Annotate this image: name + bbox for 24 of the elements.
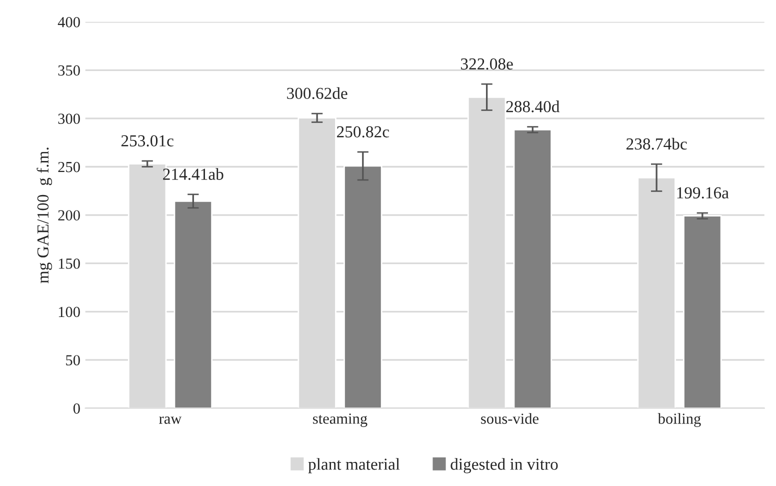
data-label: 214.41ab bbox=[163, 168, 224, 180]
data-label: 253.01c bbox=[121, 135, 174, 147]
data-label: 322.08e bbox=[461, 58, 513, 70]
x-tick-label: raw bbox=[159, 416, 182, 424]
data-label: 300.62de bbox=[287, 87, 348, 100]
y-tick-label: 400 bbox=[58, 17, 80, 28]
x-tick-label: sous-vide bbox=[481, 413, 538, 424]
legend-label: digested in vitro bbox=[450, 458, 558, 474]
x-tick-label: steaming bbox=[313, 414, 368, 427]
y-tick-label: 100 bbox=[58, 306, 80, 318]
y-tick-label: 200 bbox=[58, 210, 80, 221]
data-label: 250.82c bbox=[337, 126, 390, 138]
y-tick-label: 300 bbox=[58, 114, 80, 124]
y-tick-label: 350 bbox=[58, 65, 80, 76]
y-tick-label: 0 bbox=[73, 403, 80, 414]
y-tick-label: 250 bbox=[58, 162, 80, 172]
y-axis-title: mg GAE/100 g f.m. bbox=[36, 148, 52, 284]
data-label: 288.40d bbox=[506, 100, 560, 112]
y-tick-label: 150 bbox=[58, 258, 80, 269]
legend-label: plant material bbox=[308, 458, 400, 474]
data-label: 238.74bc bbox=[626, 138, 687, 150]
x-tick-label: boiling bbox=[658, 413, 701, 427]
y-tick-label: 50 bbox=[66, 355, 80, 366]
data-label: 199.16a bbox=[677, 187, 729, 199]
